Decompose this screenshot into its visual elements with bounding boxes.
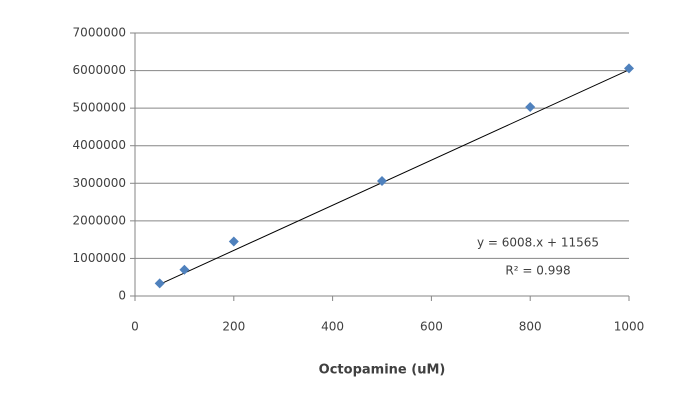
- r-squared: R² = 0.998: [505, 264, 570, 278]
- x-axis-label: Octopamine (uM): [319, 363, 446, 378]
- y-tick-label: 7000000: [73, 26, 126, 40]
- x-tick-label: 0: [131, 320, 139, 334]
- x-tick-label: 600: [420, 320, 443, 334]
- trendline-equation: y = 6008.x + 11565: [477, 236, 599, 250]
- y-tick-label: 3000000: [73, 176, 126, 190]
- point: [624, 63, 634, 74]
- y-tick-label: 5000000: [73, 101, 126, 115]
- x-tick-label: 400: [321, 320, 344, 334]
- x-tick-label: 1000: [614, 320, 645, 334]
- x-tick-label: 800: [519, 320, 542, 334]
- point: [179, 264, 190, 275]
- trendline: [159, 69, 630, 285]
- x-tick-label: 200: [222, 320, 245, 334]
- y-tick-label: 2000000: [73, 213, 126, 227]
- point: [228, 236, 239, 247]
- y-tick-label: 1000000: [73, 251, 126, 265]
- y-tick-label: 6000000: [73, 63, 126, 77]
- y-tick-label: 4000000: [73, 138, 126, 152]
- point: [377, 176, 387, 187]
- y-tick-label: 0: [118, 289, 126, 303]
- point: [154, 278, 165, 289]
- point: [525, 102, 536, 113]
